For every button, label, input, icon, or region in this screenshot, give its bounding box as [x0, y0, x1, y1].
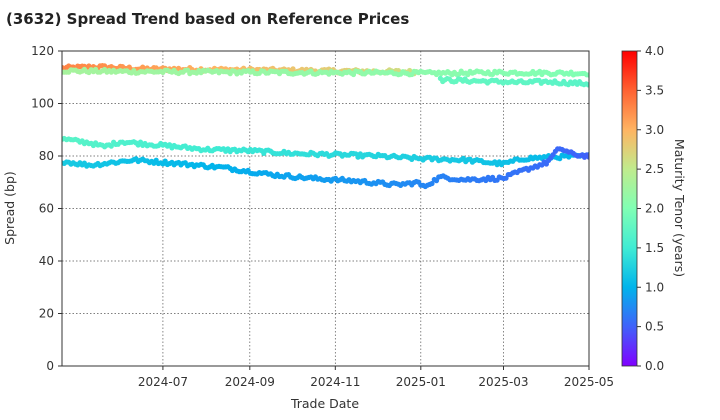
y-tick-label: 0: [46, 359, 54, 373]
x-tick-label: 2024-11: [310, 375, 360, 389]
y-tick-label: 60: [39, 202, 54, 216]
grid-lines: [62, 50, 590, 367]
x-tick-label: 2025-05: [564, 375, 614, 389]
colorbar-tick-label: 3.0: [645, 123, 664, 137]
data-point: [586, 154, 589, 160]
y-tick-label: 120: [31, 44, 54, 58]
y-tick-label: 100: [31, 97, 54, 111]
x-tick-label: 2025-03: [478, 375, 528, 389]
colorbar: [621, 50, 638, 367]
y-axis-ticks: 0 20 40 60 80 100 120: [31, 44, 62, 373]
colorbar-tick-label: 2.0: [645, 202, 664, 216]
x-axis-label: Trade Date: [290, 396, 359, 411]
data-point: [108, 143, 114, 149]
y-tick-label: 20: [39, 307, 54, 321]
colorbar-tick-label: 0.0: [645, 359, 664, 373]
y-tick-label: 80: [39, 149, 54, 163]
x-tick-label: 2024-09: [225, 375, 275, 389]
colorbar-tick-label: 4.0: [645, 44, 664, 58]
y-tick-label: 40: [39, 254, 54, 268]
data-point: [429, 180, 435, 187]
data-point: [585, 82, 589, 88]
colorbar-tick-label: 3.5: [645, 83, 664, 97]
colorbar-tick-label: 1.5: [645, 241, 664, 255]
colorbar-tick-label: 1.0: [645, 280, 664, 294]
colorbar-label: Maturity Tenor (years): [672, 139, 687, 277]
chart-title: (3632) Spread Trend based on Reference P…: [6, 10, 409, 28]
colorbar-tick-label: 0.5: [645, 320, 664, 334]
colorbar-ticks: 0.0 0.5 1.0 1.5 2.0 2.5 3.0 3.5 4.0: [637, 44, 664, 373]
x-tick-label: 2025-01: [396, 375, 446, 389]
y-axis-label: Spread (bp): [2, 171, 17, 245]
colorbar-tick-label: 2.5: [645, 162, 664, 176]
x-tick-label: 2024-07: [138, 375, 188, 389]
data-points: [62, 63, 589, 190]
data-point: [586, 72, 589, 78]
x-axis-ticks: 2024-07 2024-09 2024-11 2025-01 2025-03 2025-…: [138, 366, 614, 389]
